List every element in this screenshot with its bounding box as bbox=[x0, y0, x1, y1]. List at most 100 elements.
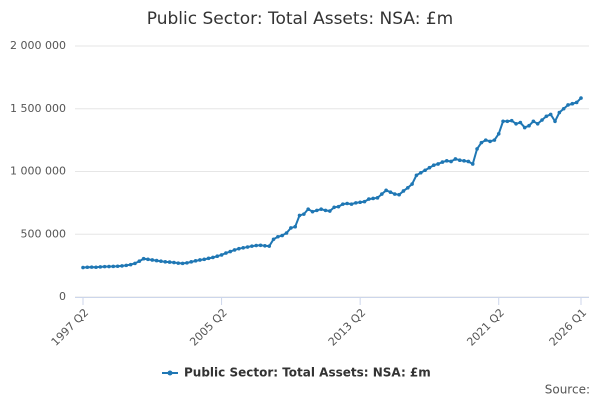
point bbox=[94, 265, 98, 270]
point bbox=[470, 162, 475, 166]
chart-title: Public Sector: Total Assets: NSA: £m bbox=[147, 9, 453, 29]
point bbox=[384, 188, 388, 193]
point bbox=[328, 209, 332, 213]
point bbox=[410, 182, 414, 186]
point bbox=[462, 159, 466, 163]
y-tick-label: 0 bbox=[59, 290, 66, 303]
point bbox=[509, 118, 514, 123]
point bbox=[553, 119, 557, 124]
point bbox=[319, 207, 323, 211]
point bbox=[492, 138, 497, 142]
y-tick-label: 2 000 000 bbox=[10, 39, 66, 52]
point bbox=[371, 196, 375, 201]
point bbox=[289, 226, 293, 230]
point bbox=[211, 255, 215, 260]
point bbox=[128, 262, 133, 267]
point bbox=[81, 265, 85, 270]
point bbox=[202, 257, 207, 262]
point bbox=[228, 249, 233, 254]
point bbox=[150, 258, 155, 262]
point bbox=[362, 199, 367, 204]
point bbox=[310, 209, 315, 214]
point bbox=[444, 159, 449, 163]
point bbox=[176, 261, 181, 265]
point bbox=[518, 120, 523, 125]
point bbox=[535, 122, 540, 126]
point bbox=[250, 244, 254, 248]
point bbox=[280, 233, 285, 238]
point bbox=[276, 234, 280, 239]
point bbox=[449, 159, 453, 164]
x-tick-label: 1997 Q2 bbox=[49, 306, 92, 349]
point bbox=[189, 260, 194, 264]
point bbox=[548, 112, 553, 117]
point bbox=[332, 205, 336, 210]
point bbox=[302, 212, 306, 216]
point bbox=[574, 100, 579, 105]
point bbox=[349, 202, 354, 206]
point bbox=[367, 197, 371, 201]
point bbox=[531, 119, 536, 124]
point bbox=[315, 208, 319, 213]
point bbox=[254, 243, 259, 248]
point bbox=[232, 248, 237, 252]
point bbox=[89, 265, 94, 269]
point bbox=[544, 114, 549, 119]
point bbox=[154, 258, 159, 263]
point bbox=[293, 224, 297, 229]
point bbox=[115, 264, 120, 269]
point bbox=[397, 192, 401, 197]
point bbox=[540, 118, 544, 122]
point bbox=[224, 251, 228, 255]
point bbox=[483, 138, 488, 142]
point bbox=[267, 244, 272, 248]
point bbox=[271, 237, 276, 242]
point bbox=[457, 158, 462, 163]
point bbox=[475, 147, 479, 151]
point bbox=[401, 189, 406, 193]
y-tick-label: 1 500 000 bbox=[10, 102, 66, 115]
point bbox=[522, 125, 527, 130]
point bbox=[427, 165, 432, 170]
point bbox=[375, 196, 380, 200]
x-tick-label: 2005 Q2 bbox=[187, 306, 230, 349]
point bbox=[159, 259, 163, 264]
point bbox=[566, 103, 570, 107]
point bbox=[245, 245, 250, 249]
point bbox=[418, 170, 423, 175]
point bbox=[107, 264, 111, 269]
point bbox=[98, 265, 103, 269]
point bbox=[436, 162, 440, 166]
point bbox=[488, 139, 492, 144]
point bbox=[180, 261, 185, 266]
point bbox=[453, 157, 458, 161]
point bbox=[167, 260, 172, 264]
point bbox=[297, 213, 302, 218]
point bbox=[215, 254, 220, 259]
point bbox=[133, 261, 137, 266]
point bbox=[440, 160, 445, 164]
point bbox=[380, 192, 384, 196]
point bbox=[405, 186, 410, 190]
point bbox=[258, 243, 263, 248]
point bbox=[284, 231, 289, 235]
point bbox=[527, 123, 531, 128]
point bbox=[431, 163, 436, 168]
point bbox=[341, 202, 345, 206]
x-tick-label: 2026 Q1 bbox=[547, 306, 590, 349]
point bbox=[185, 261, 189, 265]
point bbox=[579, 96, 583, 100]
y-tick-label: 500 000 bbox=[21, 227, 67, 240]
point bbox=[102, 264, 107, 269]
point bbox=[557, 110, 562, 115]
point bbox=[198, 258, 202, 262]
y-tick-label: 1 000 000 bbox=[10, 165, 66, 178]
point bbox=[414, 173, 419, 178]
point bbox=[561, 106, 566, 111]
point bbox=[263, 243, 267, 248]
point bbox=[163, 260, 168, 264]
point bbox=[345, 201, 349, 206]
legend-marker bbox=[167, 370, 173, 376]
point bbox=[124, 263, 129, 268]
point bbox=[141, 256, 146, 261]
